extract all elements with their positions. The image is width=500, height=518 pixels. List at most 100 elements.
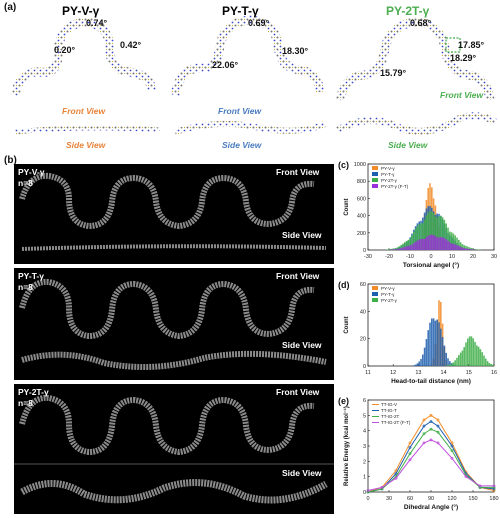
torsion-bar bbox=[441, 237, 444, 250]
distance-bar bbox=[485, 358, 487, 366]
torsion-bar bbox=[456, 237, 458, 250]
distance-bar bbox=[422, 354, 424, 366]
torsion-bar bbox=[449, 242, 451, 250]
distance-bar bbox=[447, 358, 449, 366]
energy-legend-label: TT-IG-V bbox=[381, 402, 397, 407]
torsion-bar bbox=[452, 233, 455, 250]
torsion-bar bbox=[450, 243, 453, 250]
distance-bar bbox=[431, 318, 433, 366]
torsion-legend-label: PY-2T-γ bbox=[381, 178, 398, 183]
distance-bar bbox=[445, 365, 448, 366]
torsion-bar bbox=[395, 247, 397, 250]
pyv-oligomer-side-label: Side View bbox=[282, 230, 322, 240]
distance-bar bbox=[416, 363, 419, 366]
distance-bar bbox=[468, 336, 471, 366]
panel-a-molecules bbox=[10, 15, 497, 135]
torsion-bar bbox=[427, 212, 430, 250]
torsion-bar bbox=[465, 248, 467, 250]
torsion-bar bbox=[420, 239, 422, 250]
distance-ytick-label: 60 bbox=[360, 282, 366, 288]
torsion-bar bbox=[445, 239, 448, 250]
torsion-bar bbox=[431, 234, 433, 250]
energy-point bbox=[408, 452, 412, 456]
pyv-angle-2: 0.42° bbox=[120, 40, 142, 50]
torsion-bar bbox=[438, 237, 440, 250]
pyt-side-view-label: Side View bbox=[222, 140, 262, 150]
torsion-bar bbox=[450, 232, 453, 250]
distance-bar bbox=[483, 355, 485, 366]
torsion-xtick-label: -10 bbox=[406, 254, 414, 260]
energy-legend-label: TT-IG-T bbox=[381, 408, 397, 413]
distance-bar bbox=[479, 349, 482, 366]
distance-xtick-label: 15 bbox=[466, 370, 472, 376]
distance-xtick-label: 14 bbox=[441, 370, 447, 376]
distance-bar bbox=[459, 352, 462, 366]
torsion-xtick-label: 20 bbox=[470, 254, 476, 260]
panel-b-label: (b) bbox=[4, 155, 17, 166]
distance-bar bbox=[450, 363, 453, 366]
torsion-bar bbox=[472, 249, 475, 250]
torsion-legend-label: PY-2T-γ (F-T) bbox=[381, 184, 409, 189]
torsion-bar bbox=[405, 240, 408, 250]
torsion-bar bbox=[467, 248, 469, 250]
energy-point bbox=[464, 475, 468, 479]
pyv-angle-1: 0.74° bbox=[86, 18, 108, 28]
distance-bar bbox=[470, 336, 473, 366]
torsion-bar bbox=[458, 245, 460, 250]
torsion-bar bbox=[454, 244, 457, 250]
torsion-bar bbox=[436, 217, 439, 250]
energy-point bbox=[429, 438, 433, 442]
torsion-bar bbox=[447, 240, 449, 250]
torsion-bar bbox=[468, 247, 471, 250]
torsion-bar bbox=[393, 249, 395, 250]
torsion-bar bbox=[409, 238, 412, 250]
distance-bar bbox=[443, 345, 446, 366]
torsion-bar bbox=[434, 216, 437, 250]
distance-histogram: (d) 11 12 13 14 15 16 0 20 40 60 Head-to-tail dista… bbox=[338, 280, 497, 385]
energy-point bbox=[408, 441, 412, 445]
torsion-ytick-label: 200 bbox=[357, 231, 366, 237]
energy-profile-chart: (e) 0 30 60 90 120 150 180 0 1 2 3 4 5 6 Dihedral Angle… bbox=[338, 396, 499, 511]
torsion-bar bbox=[422, 238, 424, 250]
torsion-xtick-label: 30 bbox=[491, 254, 497, 260]
pyt-angle-2: 18.30° bbox=[282, 46, 309, 56]
torsion-bar bbox=[447, 227, 449, 250]
distance-bar bbox=[445, 352, 448, 366]
torsion-ytick-label: 1000 bbox=[354, 162, 366, 168]
torsion-bar bbox=[429, 211, 431, 250]
distance-bar bbox=[456, 357, 458, 366]
torsion-bar bbox=[418, 224, 421, 250]
pyv-side-view-label: Side View bbox=[66, 140, 106, 150]
energy-xtick-label: 120 bbox=[447, 496, 456, 502]
distance-xtick-label: 13 bbox=[415, 370, 421, 376]
torsion-bar bbox=[405, 246, 408, 250]
torsion-bar bbox=[409, 245, 412, 250]
distance-bar bbox=[418, 361, 421, 366]
pyv-angle-3: 0.20° bbox=[54, 45, 76, 55]
energy-point bbox=[450, 444, 454, 448]
torsion-bar bbox=[427, 235, 430, 250]
distance-bar bbox=[472, 338, 475, 366]
py2t-oligomer-panel: PY-2T-γ n=8 Front View Side View bbox=[14, 384, 334, 514]
torsion-bar bbox=[407, 245, 410, 250]
torsion-bar bbox=[456, 245, 458, 250]
torsion-legend-swatch bbox=[372, 184, 378, 188]
torsion-bar bbox=[440, 237, 442, 250]
energy-point bbox=[436, 418, 440, 422]
energy-ytick-label: 1 bbox=[363, 475, 366, 481]
energy-point bbox=[450, 456, 454, 460]
torsion-bar bbox=[441, 217, 444, 250]
distance-panel-label: (d) bbox=[338, 280, 350, 290]
torsion-legend-label: PY-V-γ bbox=[381, 166, 395, 171]
torsion-legend-swatch bbox=[372, 172, 378, 176]
distance-bar bbox=[463, 347, 466, 366]
energy-series-line bbox=[367, 420, 495, 493]
distance-bar bbox=[432, 318, 435, 366]
pyt-angle-1: 0.69° bbox=[248, 18, 270, 28]
distance-bar bbox=[449, 364, 451, 366]
pyt-oligomer-panel: PY-T-γ n=8 Front View Side View bbox=[14, 268, 334, 380]
torsion-bar bbox=[476, 249, 478, 250]
pyt-angle-3: 22.06° bbox=[212, 60, 239, 70]
energy-point bbox=[380, 486, 384, 489]
distance-bar bbox=[427, 330, 430, 366]
